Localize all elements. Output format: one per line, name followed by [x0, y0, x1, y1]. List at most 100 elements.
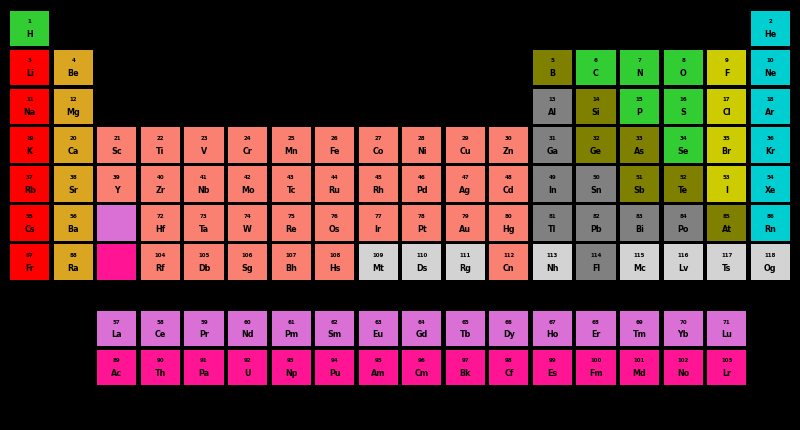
Bar [228, 311, 267, 346]
Text: 36: 36 [766, 136, 774, 141]
Text: 17: 17 [723, 97, 730, 102]
Text: Hg: Hg [502, 225, 515, 234]
Bar [10, 244, 50, 280]
Text: Yb: Yb [678, 330, 689, 339]
Text: N: N [636, 69, 643, 78]
Bar [358, 166, 398, 202]
Text: 2: 2 [768, 19, 772, 25]
Text: 53: 53 [722, 175, 730, 180]
Bar [54, 206, 93, 240]
Text: 48: 48 [505, 175, 513, 180]
Bar [184, 166, 224, 202]
Text: 64: 64 [418, 319, 426, 325]
Bar [228, 127, 267, 163]
Text: 111: 111 [460, 253, 471, 258]
Text: 78: 78 [418, 214, 426, 219]
Bar [620, 311, 659, 346]
Bar [141, 127, 180, 163]
Text: Am: Am [371, 369, 386, 378]
Text: 58: 58 [157, 319, 164, 325]
Text: Re: Re [286, 225, 297, 234]
Bar [10, 166, 50, 202]
Text: 27: 27 [374, 136, 382, 141]
Bar [620, 206, 659, 240]
Bar [54, 49, 93, 85]
Text: 110: 110 [416, 253, 427, 258]
Bar [663, 311, 702, 346]
Bar [663, 206, 702, 240]
Bar [620, 127, 659, 163]
Text: 98: 98 [505, 359, 513, 363]
Text: 81: 81 [549, 214, 556, 219]
Bar [358, 127, 398, 163]
Text: 66: 66 [505, 319, 513, 325]
Text: Nb: Nb [198, 186, 210, 195]
Text: Ta: Ta [199, 225, 209, 234]
Text: 21: 21 [113, 136, 121, 141]
Text: 22: 22 [157, 136, 164, 141]
Text: Ru: Ru [329, 186, 341, 195]
Text: 76: 76 [330, 214, 338, 219]
Text: 54: 54 [766, 175, 774, 180]
Bar [707, 206, 746, 240]
Text: Tc: Tc [286, 186, 296, 195]
Text: 65: 65 [462, 319, 470, 325]
Text: 101: 101 [634, 359, 645, 363]
Bar [358, 244, 398, 280]
Text: Ho: Ho [546, 330, 558, 339]
Text: Y: Y [114, 186, 120, 195]
Bar [663, 89, 702, 123]
Text: Cm: Cm [414, 369, 429, 378]
Text: La: La [111, 330, 122, 339]
Text: 50: 50 [592, 175, 600, 180]
Bar [707, 89, 746, 123]
Text: 26: 26 [331, 136, 338, 141]
Text: Se: Se [678, 147, 689, 156]
Text: 108: 108 [329, 253, 340, 258]
Text: Lu: Lu [722, 330, 732, 339]
Text: 47: 47 [462, 175, 470, 180]
Text: 3: 3 [28, 58, 32, 63]
Text: O: O [680, 69, 686, 78]
Text: I: I [725, 186, 728, 195]
Text: 115: 115 [634, 253, 646, 258]
Bar [184, 311, 224, 346]
Bar [576, 244, 616, 280]
Text: 88: 88 [70, 253, 78, 258]
Bar [315, 206, 354, 240]
Bar [10, 206, 50, 240]
Text: Xe: Xe [765, 186, 776, 195]
Text: Mn: Mn [284, 147, 298, 156]
Text: 117: 117 [721, 253, 732, 258]
Text: Rn: Rn [764, 225, 776, 234]
Bar [707, 127, 746, 163]
Text: 102: 102 [678, 359, 689, 363]
Text: 91: 91 [200, 359, 208, 363]
Text: Na: Na [24, 108, 36, 117]
Text: 97: 97 [462, 359, 470, 363]
Text: Ni: Ni [417, 147, 426, 156]
Bar [490, 244, 529, 280]
Text: W: W [243, 225, 252, 234]
Text: 72: 72 [157, 214, 164, 219]
Text: 99: 99 [549, 359, 556, 363]
Text: Tm: Tm [633, 330, 646, 339]
Text: Cn: Cn [503, 264, 514, 273]
Text: B: B [550, 69, 555, 78]
Bar [750, 127, 790, 163]
Bar [10, 127, 50, 163]
Text: K: K [26, 147, 33, 156]
Text: 37: 37 [26, 175, 34, 180]
Text: 68: 68 [592, 319, 600, 325]
Text: Br: Br [722, 147, 732, 156]
Text: He: He [764, 30, 776, 39]
Text: Pb: Pb [590, 225, 602, 234]
Text: Md: Md [633, 369, 646, 378]
Text: 45: 45 [374, 175, 382, 180]
Bar [533, 89, 572, 123]
Text: 9: 9 [725, 58, 729, 63]
Bar [750, 244, 790, 280]
Text: 73: 73 [200, 214, 208, 219]
Text: As: As [634, 147, 645, 156]
Text: Rg: Rg [459, 264, 471, 273]
